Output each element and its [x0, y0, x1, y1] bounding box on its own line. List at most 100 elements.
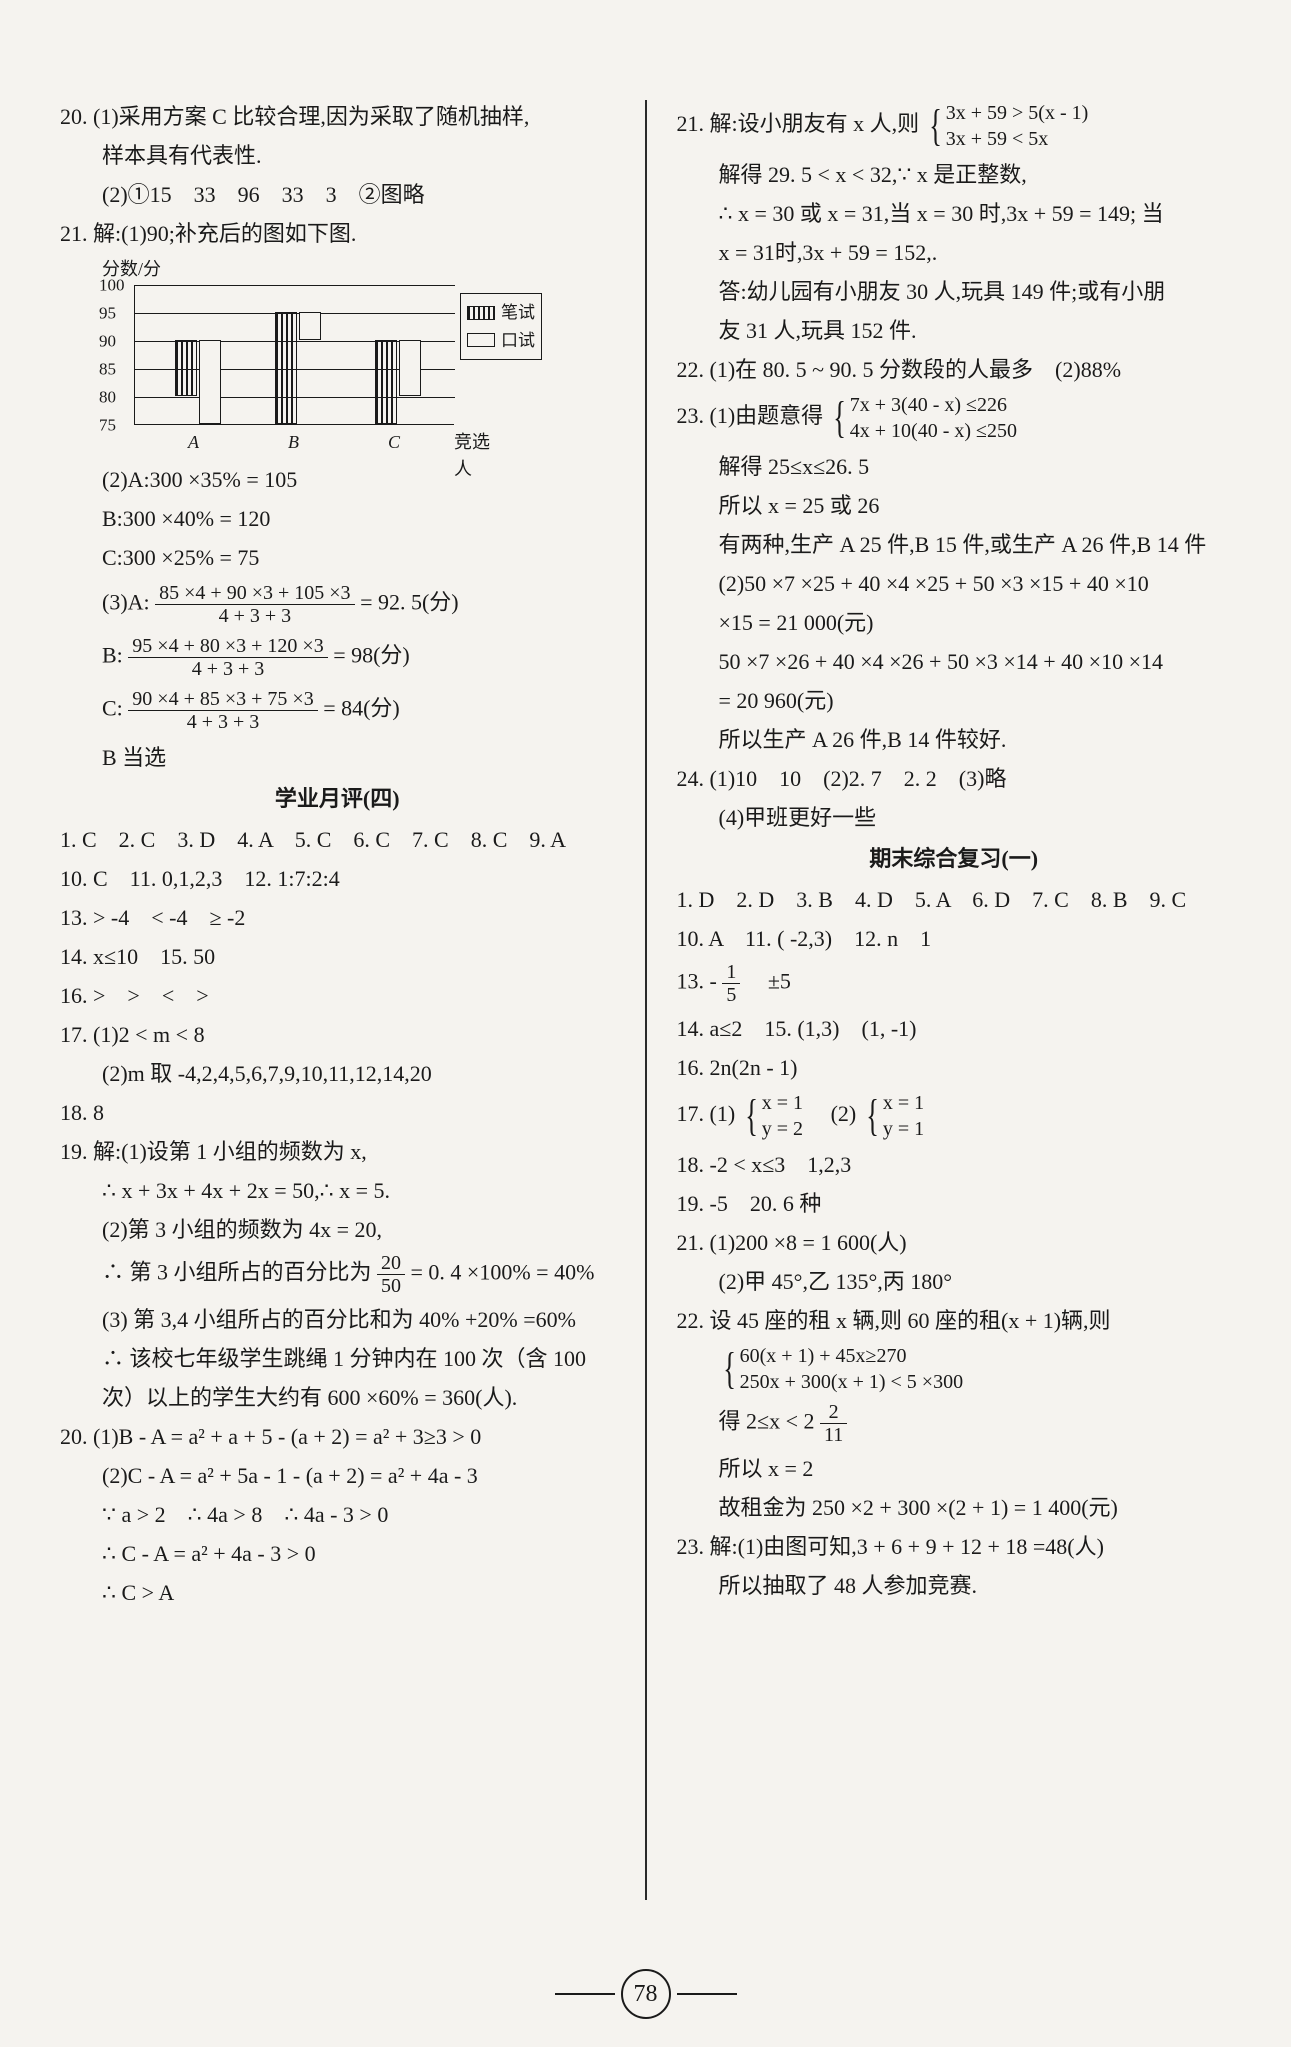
section-title: 期末综合复习(一) [677, 842, 1232, 875]
text-line: 16. 2n(2n - 1) [677, 1051, 1232, 1084]
text: B: [102, 643, 123, 668]
text-line: ×15 = 21 000(元) [677, 606, 1232, 639]
text: 13. - [677, 969, 717, 994]
text-line: x = 31时,3x + 59 = 152,. [677, 236, 1232, 269]
text-line: 得 2≤x < 2 211 [677, 1401, 1232, 1446]
chart-category: C [388, 429, 400, 456]
chart-tick: 100 [99, 272, 125, 298]
text-line: ∴ x + 3x + 4x + 2x = 50,∴ x = 5. [60, 1174, 615, 1207]
text-line: 10. A 11. ( -2,3) 12. n 1 [677, 922, 1232, 955]
text: 21. 解:设小朋友有 x 人,则 [677, 111, 920, 136]
dash-icon [555, 1993, 615, 1995]
text-line: 1. D 2. D 3. B 4. D 5. A 6. D 7. C 8. B … [677, 883, 1232, 916]
text-line: { 60(x + 1) + 45x≥270250x + 300(x + 1) <… [677, 1343, 1232, 1395]
text-line: B: 95 ×4 + 80 ×3 + 120 ×34 + 3 + 3 = 98(… [60, 635, 615, 680]
chart-category: A [188, 429, 199, 456]
text-line: (2)甲 45°,乙 135°,丙 180° [677, 1265, 1232, 1298]
text: (3)A: [102, 590, 150, 615]
text-line: (2)A:300 ×35% = 105 [60, 463, 615, 496]
text-line: 17. (1)2 < m < 8 [60, 1018, 615, 1051]
text-line: 13. > -4 < -4 ≥ -2 [60, 901, 615, 934]
text-line: B:300 ×40% = 120 [60, 502, 615, 535]
text: 17. (1) [677, 1101, 736, 1126]
page-number: 78 [555, 1969, 737, 2019]
text-line: 18. 8 [60, 1096, 615, 1129]
text-line: 所以 x = 25 或 26 [677, 489, 1232, 522]
text-line: 所以抽取了 48 人参加竞赛. [677, 1569, 1232, 1602]
text-line: (2)50 ×7 ×25 + 40 ×4 ×25 + 50 ×3 ×15 + 4… [677, 567, 1232, 600]
chart-legend: 笔试 口试 [460, 293, 542, 360]
brace-icon: { [866, 1096, 879, 1136]
text-line: ∴ x = 30 或 x = 31,当 x = 30 时,3x + 59 = 1… [677, 197, 1232, 230]
text-line: ∴ C - A = a² + 4a - 3 > 0 [60, 1537, 615, 1570]
brace-icon: { [929, 106, 942, 146]
bar-group [175, 340, 221, 424]
brace-icon: { [833, 398, 846, 438]
fraction: 2050 [377, 1252, 405, 1297]
text-line: ∴ 第 3 小组所占的百分比为 2050 = 0. 4 ×100% = 40% [60, 1252, 615, 1297]
fraction: 15 [722, 961, 740, 1006]
text-line: 所以 x = 2 [677, 1452, 1232, 1485]
text-line: 22. (1)在 80. 5 ~ 90. 5 分数段的人最多 (2)88% [677, 353, 1232, 386]
text-line: 21. 解:(1)90;补充后的图如下图. [60, 217, 615, 250]
text-line: 19. -5 20. 6 种 [677, 1187, 1232, 1220]
fraction: 85 ×4 + 90 ×3 + 105 ×34 + 3 + 3 [155, 582, 354, 627]
text: = 92. 5(分) [360, 590, 459, 615]
text-line: ∵ a > 2 ∴ 4a > 8 ∴ 4a - 3 > 0 [60, 1498, 615, 1531]
chart-grid: 100 95 90 85 80 75 [134, 285, 454, 425]
text-line: B 当选 [60, 741, 615, 774]
bar-chart: 分数/分 100 95 90 85 80 75 [102, 256, 502, 455]
text-line: 14. a≤2 15. (1,3) (1, -1) [677, 1012, 1232, 1045]
text-line: 友 31 人,玩具 152 件. [677, 314, 1232, 347]
text-line: (2)①15 33 96 33 3 ②图略 [60, 178, 615, 211]
bar-group [375, 340, 421, 424]
text-line: (3)A: 85 ×4 + 90 ×3 + 105 ×34 + 3 + 3 = … [60, 582, 615, 627]
text: ∴ 第 3 小组所占的百分比为 [102, 1260, 372, 1285]
text: 23. (1)由题意得 [677, 403, 824, 428]
fraction: 95 ×4 + 80 ×3 + 120 ×34 + 3 + 3 [128, 635, 327, 680]
text-line: 20. (1)采用方案 C 比较合理,因为采取了随机抽样, [60, 100, 615, 133]
chart-tick: 95 [99, 300, 116, 326]
text: 得 2≤x < 2 [719, 1409, 815, 1434]
text: = 84(分) [323, 696, 400, 721]
text-line: 23. (1)由题意得 { 7x + 3(40 - x) ≤2264x + 10… [677, 392, 1232, 444]
bar-written [375, 340, 397, 424]
text-line: 13. - 15 ±5 [677, 961, 1232, 1006]
brace-icon: { [723, 1349, 736, 1389]
text-line: 22. 设 45 座的租 x 辆,则 60 座的租(x + 1)辆,则 [677, 1304, 1232, 1337]
chart-tick: 90 [99, 328, 116, 354]
text-line: (2)第 3 小组的频数为 4x = 20, [60, 1213, 615, 1246]
cases: { 3x + 59 > 5(x - 1)3x + 59 < 5x [925, 100, 1089, 152]
legend-label: 笔试 [501, 300, 535, 326]
text: ±5 [746, 969, 791, 994]
section-title: 学业月评(四) [60, 782, 615, 815]
text-line: 18. -2 < x≤3 1,2,3 [677, 1148, 1232, 1181]
text-line: C: 90 ×4 + 85 ×3 + 75 ×34 + 3 + 3 = 84(分… [60, 688, 615, 733]
cases: { 60(x + 1) + 45x≥270250x + 300(x + 1) <… [719, 1343, 964, 1395]
content-columns: 20. (1)采用方案 C 比较合理,因为采取了随机抽样, 样本具有代表性. (… [60, 100, 1231, 1950]
text-line: 1. C 2. C 3. D 4. A 5. C 6. C 7. C 8. C … [60, 823, 615, 856]
left-column: 20. (1)采用方案 C 比较合理,因为采取了随机抽样, 样本具有代表性. (… [60, 100, 615, 1950]
text-line: 21. 解:设小朋友有 x 人,则 { 3x + 59 > 5(x - 1)3x… [677, 100, 1232, 152]
chart-tick: 85 [99, 356, 116, 382]
text: C: [102, 696, 123, 721]
text-line: 24. (1)10 10 (2)2. 7 2. 2 (3)略 [677, 762, 1232, 795]
text-line: 23. 解:(1)由图可知,3 + 6 + 9 + 12 + 18 =48(人) [677, 1530, 1232, 1563]
dash-icon [677, 1993, 737, 1995]
fraction: 90 ×4 + 85 ×3 + 75 ×34 + 3 + 3 [128, 688, 317, 733]
bar-written [175, 340, 197, 396]
text-line: 解得 29. 5 < x < 32,∵ x 是正整数, [677, 158, 1232, 191]
text-line: (2)C - A = a² + 5a - 1 - (a + 2) = a² + … [60, 1459, 615, 1492]
legend-swatch-icon [467, 306, 495, 320]
text-line: 20. (1)B - A = a² + a + 5 - (a + 2) = a²… [60, 1420, 615, 1453]
column-divider [645, 100, 647, 1900]
text: = 0. 4 ×100% = 40% [411, 1260, 595, 1285]
text-line: = 20 960(元) [677, 684, 1232, 717]
text-line: 19. 解:(1)设第 1 小组的频数为 x, [60, 1135, 615, 1168]
chart-tick: 75 [99, 412, 116, 438]
chart-x-label: 竞选人 [454, 429, 502, 483]
text-line: 有两种,生产 A 25 件,B 15 件,或生产 A 26 件,B 14 件 [677, 528, 1232, 561]
text-line: 解得 25≤x≤26. 5 [677, 450, 1232, 483]
text-line: 次）以上的学生大约有 600 ×60% = 360(人). [60, 1381, 615, 1414]
text-line: (2)m 取 -4,2,4,5,6,7,9,10,11,12,14,20 [60, 1057, 615, 1090]
